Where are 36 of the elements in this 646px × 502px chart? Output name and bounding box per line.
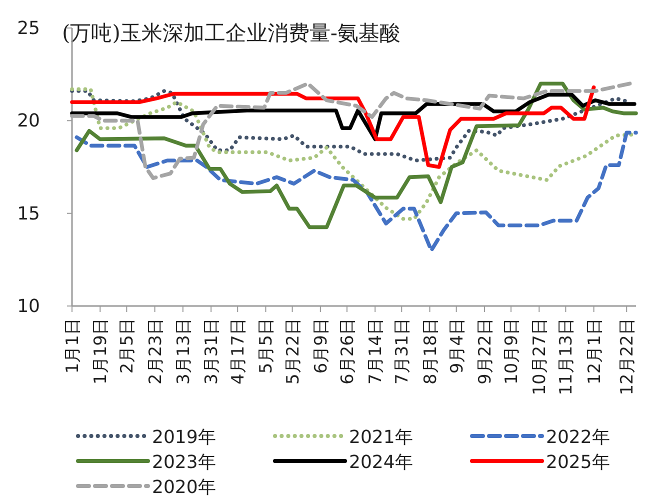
x-tick-label: 2月23日 [146,318,166,384]
x-tick-label: 9月22日 [475,318,496,384]
x-tick-label: 10月9日 [502,318,522,384]
legend-label: 2025年 [546,452,610,473]
x-tick-label: 2月5日 [118,318,138,374]
y-tick-label: 10 [17,296,40,317]
x-tick-label: 1月1日 [63,318,83,374]
y-tick-label: 20 [17,110,40,132]
x-tick-label: 4月17日 [228,318,249,384]
x-tick-label: 10月27日 [530,318,550,396]
y-tick-label: 25 [17,18,40,39]
line-series [70,85,596,169]
x-tick-label: 5月5日 [256,318,277,374]
x-tick-label: 9月4日 [447,318,468,374]
x-tick-label: 3月31日 [202,318,222,384]
x-tick-label: 8月18日 [420,318,441,384]
legend-label: 2022年 [546,427,610,448]
x-tick-label: 6月9日 [311,318,332,374]
x-tick-label: 7月31日 [392,318,413,384]
x-tick-label: 6月26日 [338,318,358,384]
legend-label: 2021年 [349,427,413,448]
x-tick-label: 12月22日 [618,318,638,396]
chart-title: (万吨)玉米深加工企业消费量-氨基酸 [62,21,400,45]
legend-label: 2024年 [349,452,413,473]
x-tick-label: 5月22日 [283,318,304,384]
x-tick-label: 3月13日 [174,318,194,384]
x-tick-label: 11月13日 [556,318,577,396]
legend-label: 2023年 [152,452,216,473]
line-series [70,92,636,142]
line-series [74,130,638,252]
x-tick-label: 1月19日 [91,318,112,384]
legend-label: 2020年 [152,477,216,498]
legend-label: 2019年 [152,427,216,448]
y-tick-label: 15 [17,203,40,224]
x-tick-label: 12月1日 [584,318,605,384]
x-tick-label: 7月14日 [366,318,386,384]
